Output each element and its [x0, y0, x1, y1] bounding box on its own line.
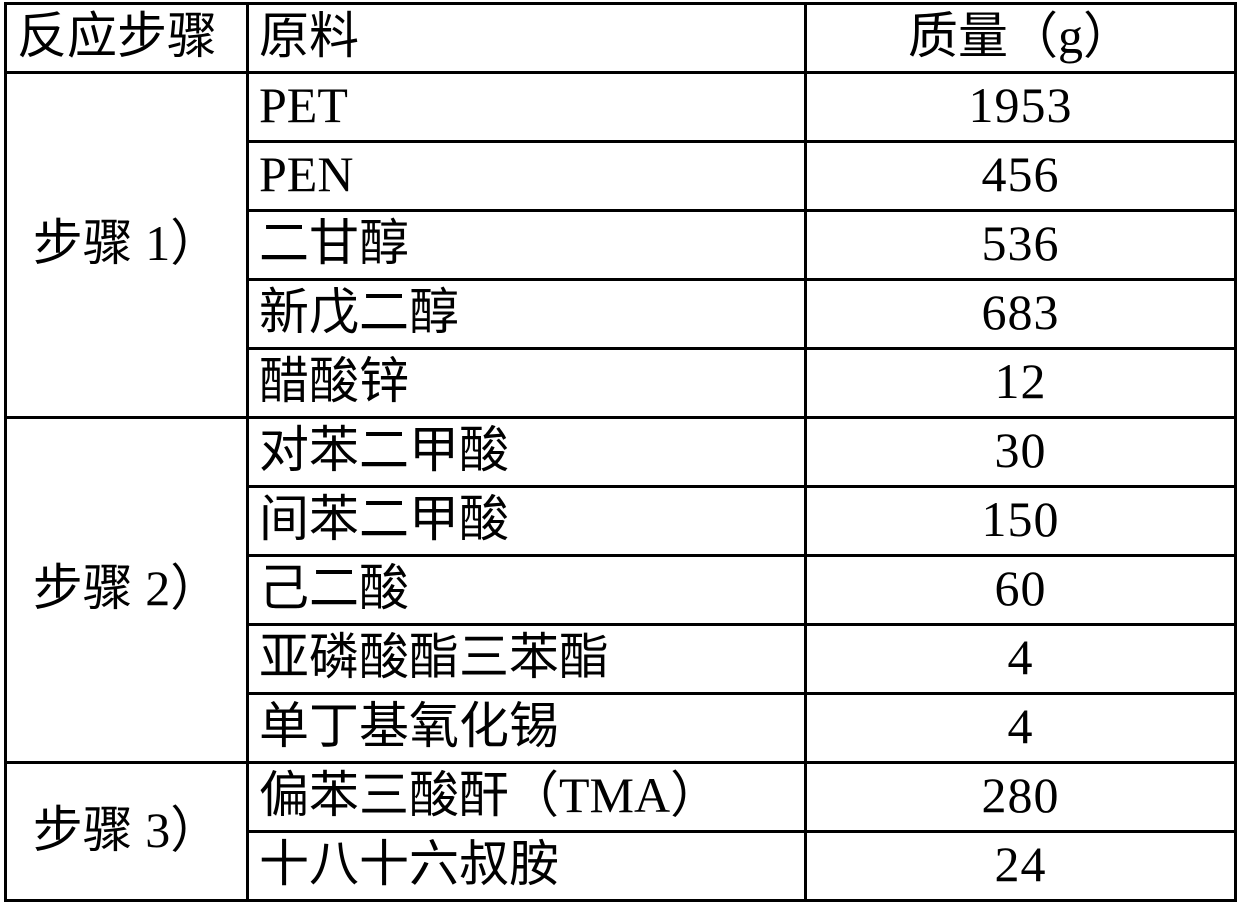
col-header-step: 反应步骤 — [6, 4, 248, 73]
material-cell: 己二酸 — [248, 556, 806, 625]
step-cell: 步骤 3） — [6, 763, 248, 901]
material-cell: 二甘醇 — [248, 211, 806, 280]
table-header-row: 反应步骤 原料 质量（g） — [6, 4, 1236, 73]
col-header-material: 原料 — [248, 4, 806, 73]
material-cell: PEN — [248, 142, 806, 211]
material-cell: 偏苯三酸酐（TMA） — [248, 763, 806, 832]
material-cell: 亚磷酸酯三苯酯 — [248, 625, 806, 694]
mass-cell: 683 — [806, 280, 1236, 349]
materials-table: 反应步骤 原料 质量（g） 步骤 1） PET 1953 PEN 456 二甘醇… — [4, 2, 1237, 902]
mass-cell: 4 — [806, 625, 1236, 694]
material-cell: 新戊二醇 — [248, 280, 806, 349]
mass-cell: 12 — [806, 349, 1236, 418]
material-cell: 对苯二甲酸 — [248, 418, 806, 487]
material-cell: 十八十六叔胺 — [248, 832, 806, 901]
material-cell: 单丁基氧化锡 — [248, 694, 806, 763]
mass-cell: 280 — [806, 763, 1236, 832]
step-cell: 步骤 2） — [6, 418, 248, 763]
mass-cell: 60 — [806, 556, 1236, 625]
material-cell: 间苯二甲酸 — [248, 487, 806, 556]
mass-cell: 4 — [806, 694, 1236, 763]
mass-cell: 150 — [806, 487, 1236, 556]
material-cell: 醋酸锌 — [248, 349, 806, 418]
table-row: 步骤 3） 偏苯三酸酐（TMA） 280 — [6, 763, 1236, 832]
table-row: 步骤 2） 对苯二甲酸 30 — [6, 418, 1236, 487]
step-cell: 步骤 1） — [6, 73, 248, 418]
table-row: 步骤 1） PET 1953 — [6, 73, 1236, 142]
mass-cell: 24 — [806, 832, 1236, 901]
mass-cell: 1953 — [806, 73, 1236, 142]
col-header-mass: 质量（g） — [806, 4, 1236, 73]
mass-cell: 30 — [806, 418, 1236, 487]
mass-cell: 456 — [806, 142, 1236, 211]
mass-cell: 536 — [806, 211, 1236, 280]
material-cell: PET — [248, 73, 806, 142]
